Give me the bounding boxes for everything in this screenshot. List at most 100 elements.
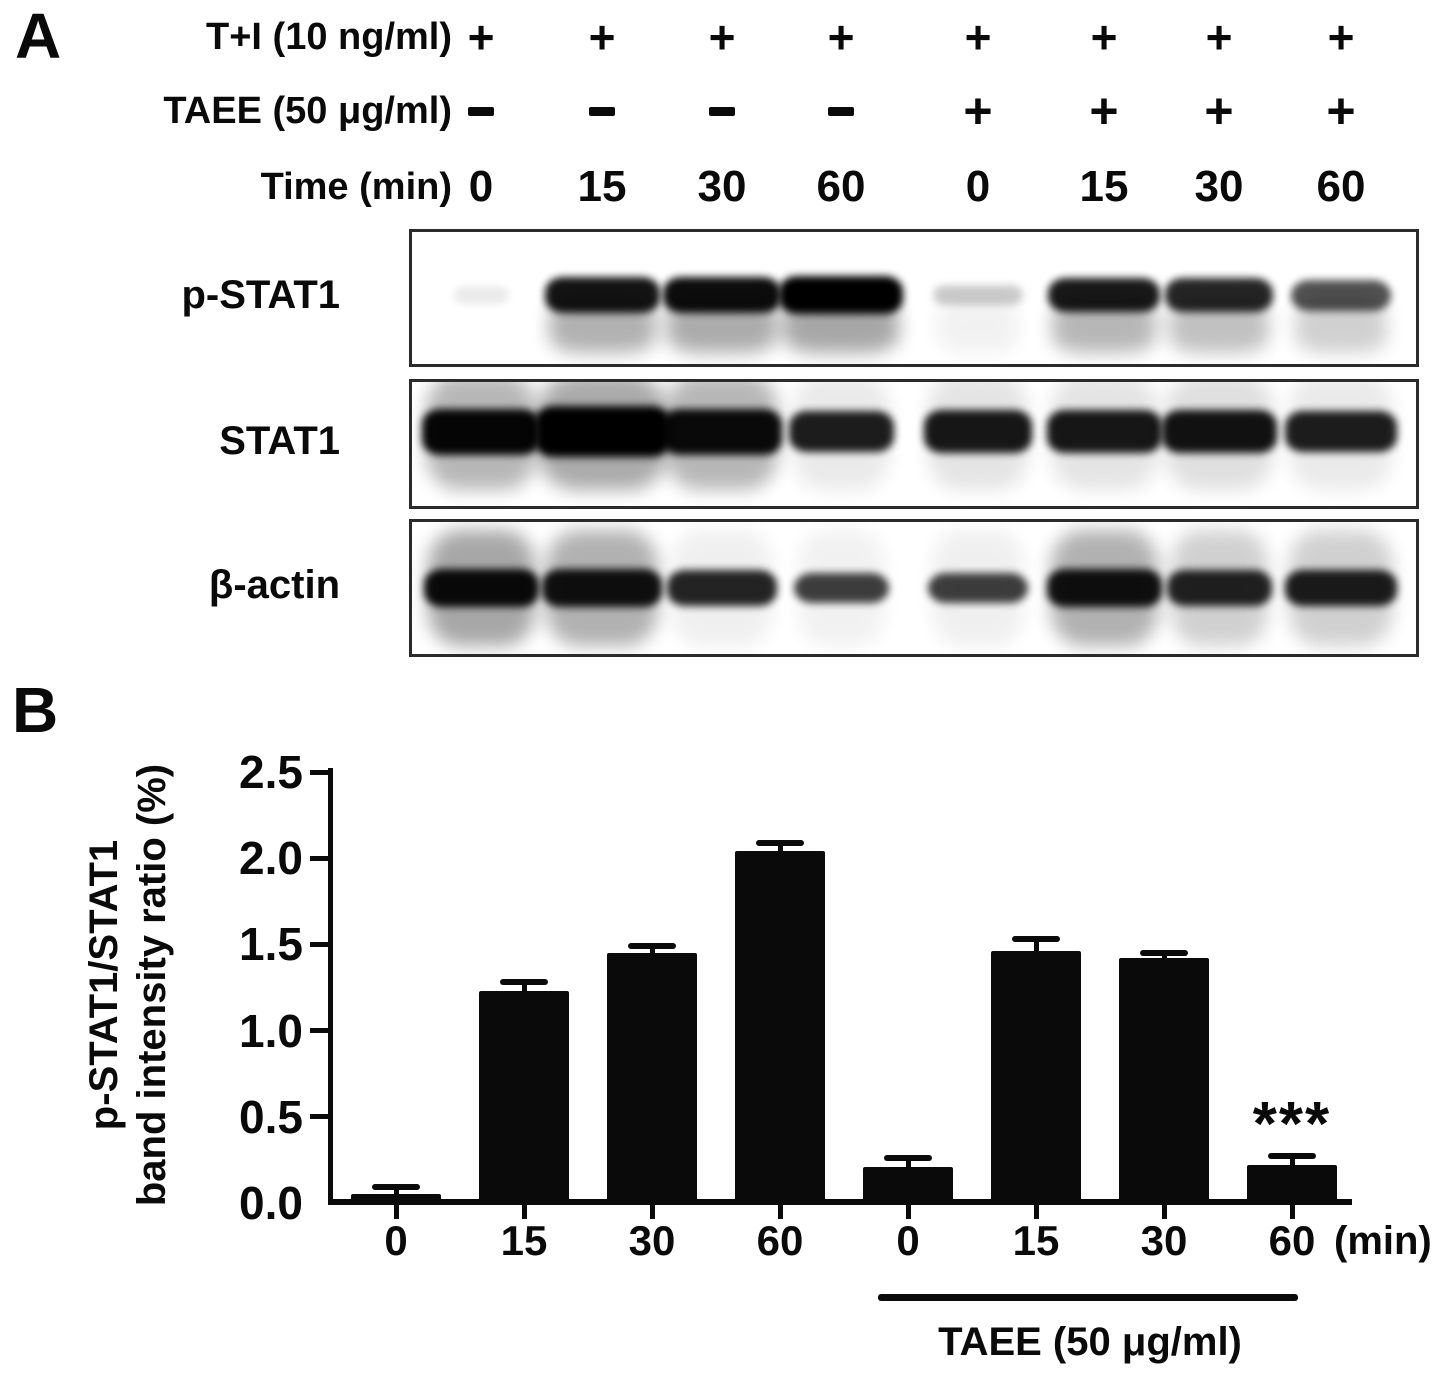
blot-band	[1291, 280, 1391, 311]
panel-a-label: A	[15, 0, 62, 72]
x-tick	[1162, 1205, 1167, 1219]
blot-band	[788, 410, 894, 453]
error-bar-stem	[650, 949, 655, 954]
lane-symbol: 30	[1194, 162, 1244, 211]
y-tick	[310, 855, 328, 861]
blot-band	[1285, 569, 1397, 607]
error-bar-cap	[372, 1184, 420, 1191]
panel-b-label: B	[12, 674, 59, 746]
lane-symbol: +	[588, 11, 616, 63]
blot-band	[534, 406, 670, 457]
lane-symbol: +	[964, 11, 992, 63]
blot-band	[924, 409, 1032, 454]
blot-label: STAT1	[219, 419, 340, 463]
y-tick-label: 0.5	[239, 1090, 303, 1143]
y-axis-title-line2: band intensity ratio (%)	[130, 763, 174, 1207]
blot-band	[1046, 409, 1162, 454]
error-bar-stem	[906, 1161, 911, 1168]
bar	[479, 990, 569, 1203]
error-bar-stem	[1290, 1159, 1295, 1167]
blot-band	[544, 277, 660, 314]
lane-symbol: +	[708, 11, 736, 63]
lane-symbol: 0	[468, 162, 494, 211]
x-tick	[650, 1205, 655, 1219]
blot-band	[1161, 409, 1277, 454]
x-axis-unit-label: (min)	[1334, 1219, 1432, 1263]
lane-symbol: 15	[1079, 162, 1129, 211]
x-tick-label: 15	[1012, 1217, 1060, 1264]
lane-symbol: +	[1090, 11, 1118, 63]
error-bar-cap	[1012, 936, 1060, 943]
blot-band	[793, 572, 889, 604]
x-axis-line	[328, 1199, 1352, 1205]
lane-symbol: +	[1205, 11, 1233, 63]
error-bar-stem	[394, 1190, 399, 1196]
bar	[1119, 958, 1209, 1203]
y-tick-label: 2.0	[239, 832, 303, 885]
y-tick-label: 1.0	[239, 1004, 303, 1057]
x-tick	[778, 1205, 783, 1219]
lane-symbol: +	[1326, 83, 1356, 139]
lane-symbol: +	[1089, 83, 1119, 139]
x-tick-label: 15	[500, 1217, 548, 1264]
y-tick-label: 0.0	[239, 1177, 303, 1229]
bar	[991, 951, 1081, 1203]
lane-symbol: +	[1204, 83, 1234, 139]
blot-band	[453, 286, 509, 305]
blot-box	[409, 519, 1419, 657]
minus-sign	[709, 107, 735, 116]
condition-label: T+I (10 ng/ml)	[206, 16, 452, 58]
lane-symbol	[436, 88, 526, 116]
y-axis-line	[328, 768, 333, 1205]
x-tick-label: 0	[896, 1217, 920, 1264]
bar	[607, 953, 697, 1203]
y-axis-title: p-STAT1/STAT1 band intensity ratio (%)	[80, 750, 180, 1220]
blot-band	[1166, 569, 1272, 607]
lane-symbol: +	[467, 11, 495, 63]
lane-symbol	[557, 88, 647, 116]
blot-band	[667, 569, 777, 607]
blot-band	[423, 569, 539, 607]
x-tick	[522, 1205, 527, 1219]
significance-stars: ***	[1252, 1090, 1332, 1159]
x-tick-label: 30	[628, 1217, 676, 1264]
x-tick	[1034, 1205, 1039, 1219]
error-bar-cap	[884, 1155, 932, 1162]
error-bar-cap	[500, 979, 548, 986]
x-tick	[1290, 1205, 1295, 1219]
lane-symbol	[677, 88, 767, 116]
error-bar-stem	[1034, 942, 1039, 953]
y-tick-label: 2.5	[239, 746, 303, 798]
blot-band	[1285, 410, 1397, 453]
y-tick	[310, 941, 328, 947]
blot-label: p-STAT1	[181, 273, 341, 317]
x-tick	[394, 1205, 399, 1219]
blot-band	[542, 569, 662, 607]
blot-band	[663, 277, 781, 314]
minus-sign	[828, 107, 854, 116]
blot-band	[928, 572, 1028, 604]
error-bar-stem	[778, 845, 783, 853]
blot-band	[1046, 569, 1162, 607]
minus-sign	[468, 107, 494, 116]
error-bar-cap	[1140, 950, 1188, 957]
blot-band	[422, 408, 540, 455]
lane-symbol: 60	[816, 162, 866, 211]
x-tick-label: 0	[384, 1217, 408, 1264]
blot-band	[1165, 278, 1273, 313]
y-tick	[310, 1114, 328, 1120]
error-bar-stem	[1162, 956, 1167, 960]
blot-band	[662, 408, 782, 455]
blot-box	[409, 379, 1419, 509]
x-tick-label: 30	[1140, 1217, 1188, 1264]
y-tick	[310, 769, 328, 775]
blot-band	[1048, 278, 1160, 313]
condition-label: Time (min)	[260, 166, 452, 208]
blot-band	[933, 285, 1023, 306]
x-tick-label: 60	[1268, 1217, 1316, 1264]
error-bar-cap	[628, 943, 676, 950]
lane-symbol: +	[963, 83, 993, 139]
y-tick	[310, 1028, 328, 1034]
bar	[1247, 1165, 1337, 1203]
